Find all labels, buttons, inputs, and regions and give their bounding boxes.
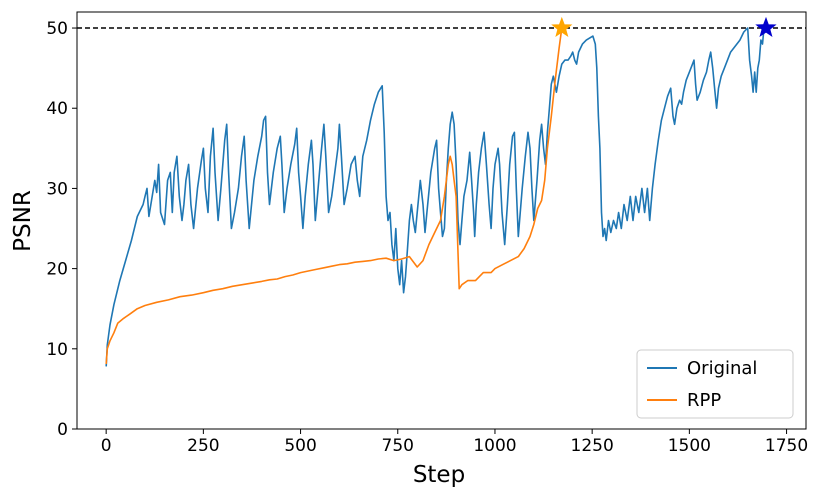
y-tick-label: 20 [46,260,68,280]
y-axis-title: PSNR [10,190,36,252]
x-tick-label: 250 [187,436,219,456]
star-marker-rpp [551,16,573,38]
y-tick-label: 50 [46,19,68,39]
legend-label-original: Original [687,358,757,379]
x-tick-label: 0 [101,436,112,456]
star-marker-original [755,16,777,38]
x-tick-label: 750 [382,436,414,456]
x-tick-label: 1500 [668,436,711,456]
series-line-rpp [105,27,563,365]
y-tick-label: 40 [46,99,68,119]
x-axis-title: Step [413,462,465,488]
marker-layer [551,16,777,38]
y-tick-label: 0 [57,420,68,440]
x-tick-label: 1250 [571,436,614,456]
x-tick-label: 1750 [765,436,808,456]
x-tick-label: 500 [284,436,316,456]
series-line-original [105,27,765,367]
x-tick-label: 1000 [473,436,516,456]
series-layer [105,27,765,367]
y-tick-label: 10 [46,340,68,360]
legend: Original RPP [636,349,794,419]
axes-frame [76,11,807,430]
y-tick-label: 30 [46,179,68,199]
legend-label-rpp: RPP [687,390,721,411]
axes-layer: 0 250 500 750 1000 1250 1500 1750 0 10 20 30 40 50 [46,11,808,456]
